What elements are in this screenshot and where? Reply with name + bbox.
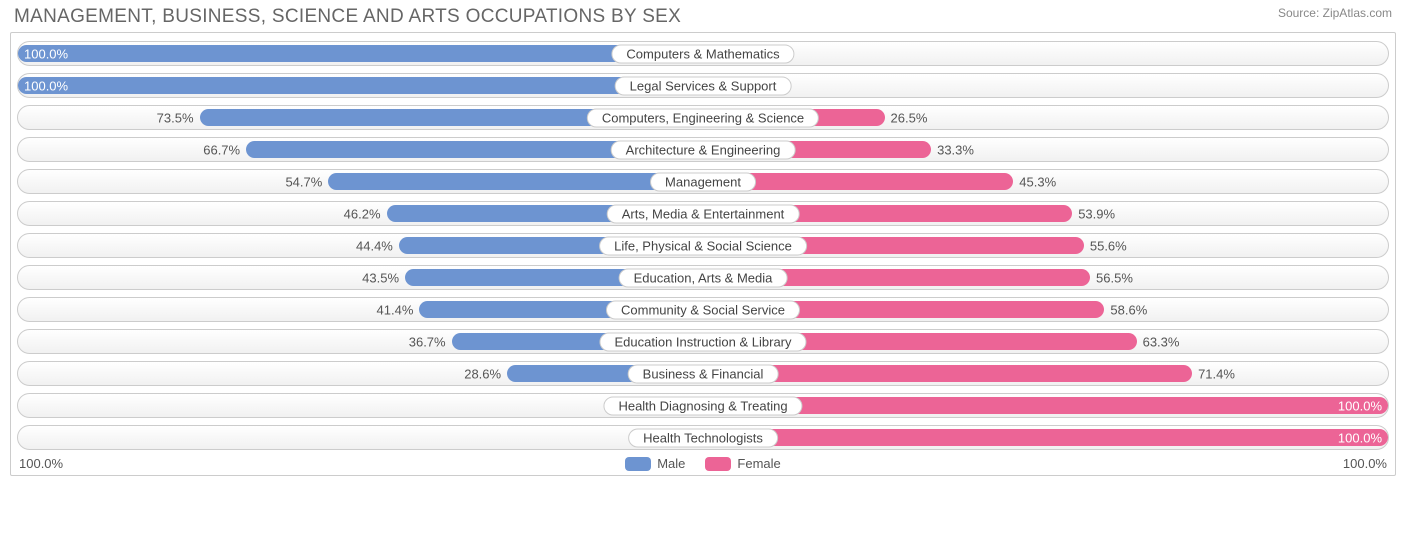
chart-row: 28.6% 71.4% Business & Financial bbox=[17, 361, 1389, 386]
chart-row: 46.2% 53.9% Arts, Media & Entertainment bbox=[17, 201, 1389, 226]
row-label: Education Instruction & Library bbox=[599, 332, 806, 351]
row-label: Computers & Mathematics bbox=[611, 44, 794, 63]
male-pct: 73.5% bbox=[157, 110, 194, 125]
chart-row: 36.7% 63.3% Education Instruction & Librar… bbox=[17, 329, 1389, 354]
row-label: Education, Arts & Media bbox=[619, 268, 788, 287]
chart-row: 44.4% 55.6% Life, Physical & Social Scienc… bbox=[17, 233, 1389, 258]
legend-female-swatch bbox=[705, 457, 731, 471]
male-pct: 41.4% bbox=[377, 302, 414, 317]
chart-legend: Male Female bbox=[625, 456, 781, 471]
male-pct: 43.5% bbox=[362, 270, 399, 285]
axis-left-label: 100.0% bbox=[19, 456, 63, 471]
female-bar bbox=[703, 429, 1388, 446]
chart-title: MANAGEMENT, BUSINESS, SCIENCE AND ARTS O… bbox=[14, 6, 681, 28]
chart-row: 66.7% 33.3% Architecture & Engineering bbox=[17, 137, 1389, 162]
source-name: ZipAtlas.com bbox=[1323, 6, 1392, 20]
row-label: Management bbox=[650, 172, 756, 191]
male-pct: 54.7% bbox=[285, 174, 322, 189]
chart-row: 43.5% 56.5% Education, Arts & Media bbox=[17, 265, 1389, 290]
occupations-chart: 100.0%0.0%Computers & Mathematics 100.0%0… bbox=[10, 32, 1396, 476]
chart-source: Source: ZipAtlas.com bbox=[1278, 6, 1392, 20]
female-pct: 55.6% bbox=[1090, 238, 1127, 253]
chart-row: 0.0%100.0%Health Diagnosing & Treating bbox=[17, 393, 1389, 418]
male-bar bbox=[18, 45, 703, 62]
row-label: Computers, Engineering & Science bbox=[587, 108, 819, 127]
male-pct: 44.4% bbox=[356, 238, 393, 253]
female-pct: 63.3% bbox=[1143, 334, 1180, 349]
legend-male-label: Male bbox=[657, 456, 685, 471]
chart-header: MANAGEMENT, BUSINESS, SCIENCE AND ARTS O… bbox=[10, 6, 1396, 32]
female-pct: 56.5% bbox=[1096, 270, 1133, 285]
female-pct: 33.3% bbox=[937, 142, 974, 157]
male-bar bbox=[18, 77, 703, 94]
female-pct: 26.5% bbox=[891, 110, 928, 125]
chart-row: 54.7% 45.3% Management bbox=[17, 169, 1389, 194]
male-pct: 100.0% bbox=[24, 78, 68, 93]
female-bar bbox=[703, 397, 1388, 414]
chart-row: 41.4% 58.6% Community & Social Service bbox=[17, 297, 1389, 322]
chart-row: 100.0%0.0%Legal Services & Support bbox=[17, 73, 1389, 98]
legend-male: Male bbox=[625, 456, 685, 471]
legend-female: Female bbox=[705, 456, 780, 471]
chart-row: 73.5% 26.5% Computers, Engineering & Scien… bbox=[17, 105, 1389, 130]
male-pct: 100.0% bbox=[24, 46, 68, 61]
male-pct: 28.6% bbox=[464, 366, 501, 381]
legend-male-swatch bbox=[625, 457, 651, 471]
row-label: Arts, Media & Entertainment bbox=[607, 204, 800, 223]
chart-rows: 100.0%0.0%Computers & Mathematics 100.0%0… bbox=[17, 41, 1389, 450]
axis-right-label: 100.0% bbox=[1343, 456, 1387, 471]
male-pct: 36.7% bbox=[409, 334, 446, 349]
row-label: Community & Social Service bbox=[606, 300, 800, 319]
female-pct: 71.4% bbox=[1198, 366, 1235, 381]
male-pct: 46.2% bbox=[344, 206, 381, 221]
female-pct: 100.0% bbox=[1338, 398, 1382, 413]
chart-footer: 100.0% Male Female 100.0% bbox=[17, 450, 1389, 471]
female-pct: 58.6% bbox=[1110, 302, 1147, 317]
male-pct: 66.7% bbox=[203, 142, 240, 157]
female-pct: 53.9% bbox=[1078, 206, 1115, 221]
female-pct: 45.3% bbox=[1019, 174, 1056, 189]
row-label: Architecture & Engineering bbox=[611, 140, 796, 159]
female-pct: 100.0% bbox=[1338, 430, 1382, 445]
row-label: Business & Financial bbox=[628, 364, 779, 383]
row-label: Legal Services & Support bbox=[615, 76, 792, 95]
row-label: Health Technologists bbox=[628, 428, 778, 447]
chart-row: 0.0%100.0%Health Technologists bbox=[17, 425, 1389, 450]
row-label: Life, Physical & Social Science bbox=[599, 236, 807, 255]
chart-row: 100.0%0.0%Computers & Mathematics bbox=[17, 41, 1389, 66]
row-label: Health Diagnosing & Treating bbox=[603, 396, 802, 415]
source-prefix: Source: bbox=[1278, 6, 1323, 20]
legend-female-label: Female bbox=[737, 456, 780, 471]
male-bar bbox=[328, 173, 703, 190]
